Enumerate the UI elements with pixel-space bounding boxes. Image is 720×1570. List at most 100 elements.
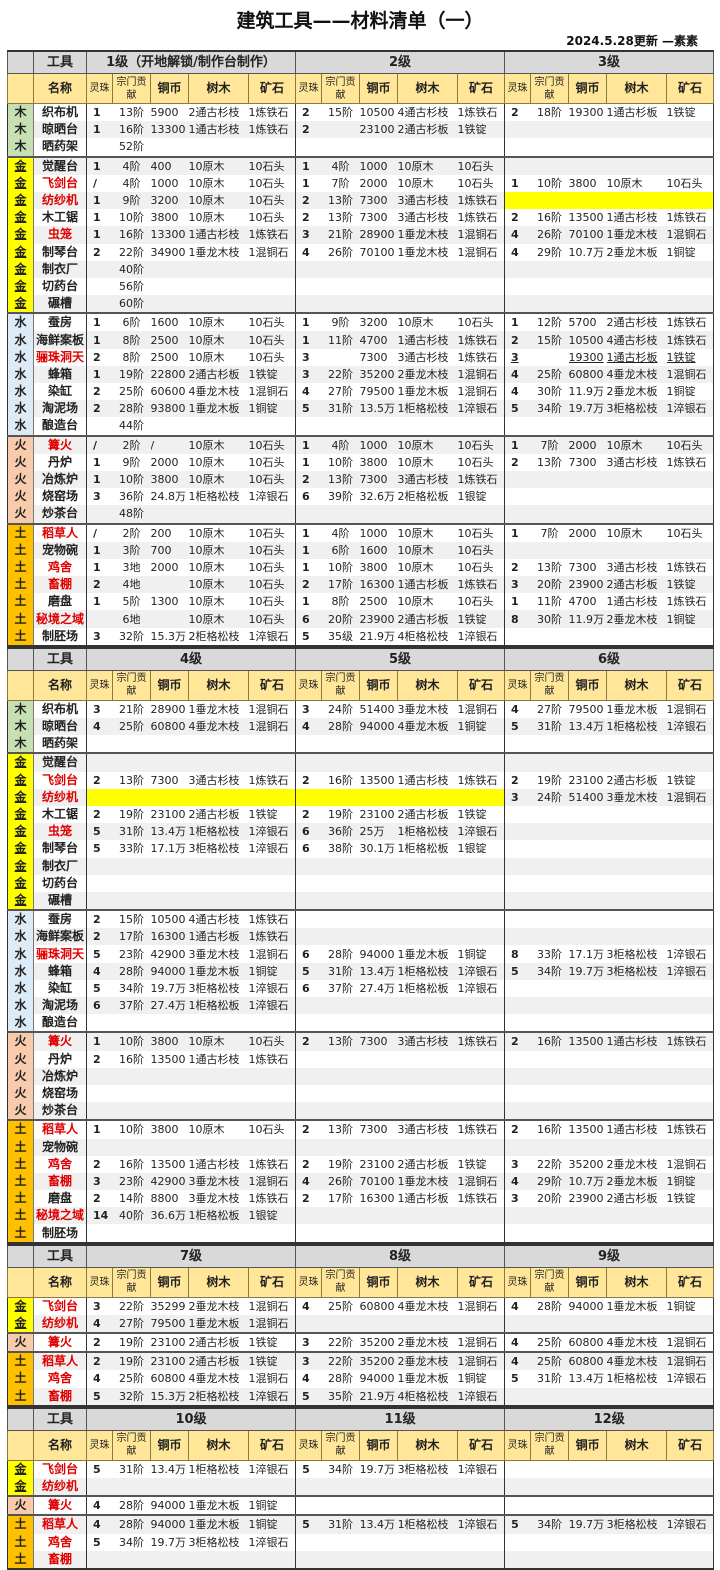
ore-cell: 1铜锭 [457, 947, 487, 961]
spirit-orb-cell [504, 138, 531, 157]
ore-cell: 1混铜石 [457, 245, 498, 259]
sect-contribution-cell [530, 997, 569, 1015]
spirit-orb-cell [295, 295, 322, 314]
sect-contribution-cell: 19阶 [112, 365, 151, 383]
tool-name: 海鲜案板 [33, 331, 87, 349]
wood-cell: 1通古杉枝 [188, 1157, 240, 1171]
copper-coins-cell: 1600 [359, 541, 398, 559]
ore-cell [457, 891, 505, 911]
table-row: 土秘境之域 14 40阶 36.6万 1柜格松板 1银锭 [7, 1207, 714, 1225]
wood-cell: 3柜格松枝 [606, 947, 658, 961]
element-badge: 土 [7, 627, 34, 647]
wood-cell: 1垂龙木板 [188, 1495, 249, 1516]
sect-contribution-cell [530, 928, 569, 946]
spirit-orb-cell [504, 541, 531, 559]
spirit-orb-cell: 5 [504, 1514, 531, 1534]
copper-coins-cell: 10500 [150, 909, 189, 929]
copper-coins-cell [568, 928, 607, 946]
spirit-orb-cell [504, 909, 531, 929]
ore-cell: 1淬银石 [666, 962, 714, 980]
sect-contribution-cell [531, 138, 569, 156]
spirit-orb-cell: 2 [504, 1119, 531, 1139]
copper-coins-cell: 23900 [568, 1192, 604, 1206]
copper-coins-cell: 13.4万 [150, 1462, 187, 1476]
level-header-row: 工具 10级 11级 12级 [7, 1406, 715, 1431]
wood-cell [606, 1224, 667, 1244]
sect-contribution-cell: 19阶 [328, 1157, 353, 1171]
ore-cell: 1铁锭 [248, 365, 296, 383]
copper-coins-cell: 42900 [150, 947, 186, 961]
ore-cell: 1银锭 [457, 490, 487, 504]
ore-cell [458, 138, 505, 156]
sect-contribution-cell [322, 1085, 360, 1102]
wood-cell: 10原木 [188, 312, 249, 332]
table-row: 金制衣厂 [7, 857, 714, 875]
sect-contribution-cell: 35级 [321, 627, 360, 647]
ore-header: 矿石 [247, 73, 297, 104]
wood-cell: 1通古杉枝 [188, 121, 249, 139]
wood-cell [398, 1051, 458, 1068]
wood-cell [606, 909, 667, 929]
table-row: 火篝火 4 28阶 94000 1垂龙木板 1铜锭 [7, 1495, 715, 1516]
element-badge: 水 [7, 365, 34, 383]
element-badge: 火 [7, 1331, 34, 1353]
sect-contribution-cell: 16阶 [119, 1052, 144, 1066]
sect-contribution-cell [531, 735, 569, 753]
element-badge: 金 [7, 191, 34, 210]
copper-coins-cell: 94000 [150, 1514, 189, 1534]
copper-coins-cell [568, 1550, 607, 1570]
ore-cell [666, 909, 714, 929]
tool-name: 秘境之域 [33, 610, 87, 628]
wood-cell: 10原木 [188, 211, 225, 225]
wood-cell: 4垂龙木枝 [397, 1299, 449, 1313]
ore-cell: 10石头 [666, 522, 715, 542]
copper-coins-cell: 79500 [150, 1314, 189, 1333]
spirit-orb-cell: 2 [86, 909, 113, 929]
sect-contribution-cell: 29阶 [530, 1172, 569, 1191]
copper-coins-cell: 19300 [568, 350, 604, 364]
table-row: 土畜棚 2 4地 10原木 10石头 2 17阶 16300 1通古杉板 1炼铁石 3 20阶 2390… [7, 576, 715, 594]
wood-cell: 3柜格松枝 [188, 981, 240, 995]
wood-cell: 4垂龙木枝 [188, 1372, 240, 1386]
sect-contribution-cell: 16阶 [530, 1031, 569, 1051]
wood-cell [398, 1014, 458, 1032]
table-row: 金木工锯 2 19阶 23100 2通古杉板 1铁锭 2 19阶 23100 2通古杉板 1铁锭 [7, 805, 714, 824]
wood-cell: 1通古杉枝 [188, 226, 249, 244]
table-row: 火烧窑场 [7, 1084, 714, 1103]
copper-coins-cell: 28900 [150, 702, 186, 716]
wood-cell: 10原木 [397, 522, 458, 542]
tool-name: 木工锯 [33, 209, 87, 227]
wood-cell: 3柜格松枝 [606, 1514, 667, 1534]
copper-coins-cell [359, 260, 398, 278]
copper-coins-cell: 13500 [359, 773, 395, 787]
tool-name: 炒茶台 [33, 1102, 87, 1121]
wood-cell: 10原木 [188, 191, 249, 210]
spirit-orb-cell [86, 752, 113, 772]
copper-coins-cell: 13.4万 [568, 718, 607, 736]
element-badge: 土 [7, 541, 34, 559]
spirit-orb-header: 灵珠 [504, 669, 531, 701]
ore-cell: 1铁锭 [457, 808, 487, 822]
spirit-orb-cell: 14 [86, 1207, 113, 1225]
spirit-orb-cell: 2 [504, 558, 531, 577]
table-row: 金纺纱机 3 24阶 51400 3垂龙木枝 1混铜石 [7, 788, 714, 806]
wood-cell: 2通古杉板 [188, 1331, 249, 1353]
ore-header: 矿石 [666, 73, 715, 104]
spirit-orb-cell: 3 [86, 700, 113, 718]
copper-coins-cell [359, 1495, 398, 1516]
ore-cell: 1混铜石 [248, 245, 289, 259]
sect-contribution-cell: 31阶 [321, 1514, 360, 1534]
ore-cell: 1铁锭 [248, 1351, 296, 1371]
wood-cell [606, 1550, 667, 1570]
ore-cell [249, 1085, 296, 1102]
tool-name: 纺纱机 [33, 1477, 87, 1497]
wood-cell [606, 1138, 667, 1156]
table-row: 土制胚场 [7, 1224, 714, 1244]
sect-contribution-cell: 21阶 [321, 226, 360, 244]
element-badge: 木 [7, 138, 34, 157]
ore-cell: 1混铜石 [457, 1331, 505, 1353]
copper-coins-cell: 13500 [568, 1119, 607, 1139]
wood-cell: 2垂龙木枝 [606, 610, 667, 628]
ore-cell [249, 138, 296, 156]
wood-header: 树木 [606, 1429, 668, 1461]
